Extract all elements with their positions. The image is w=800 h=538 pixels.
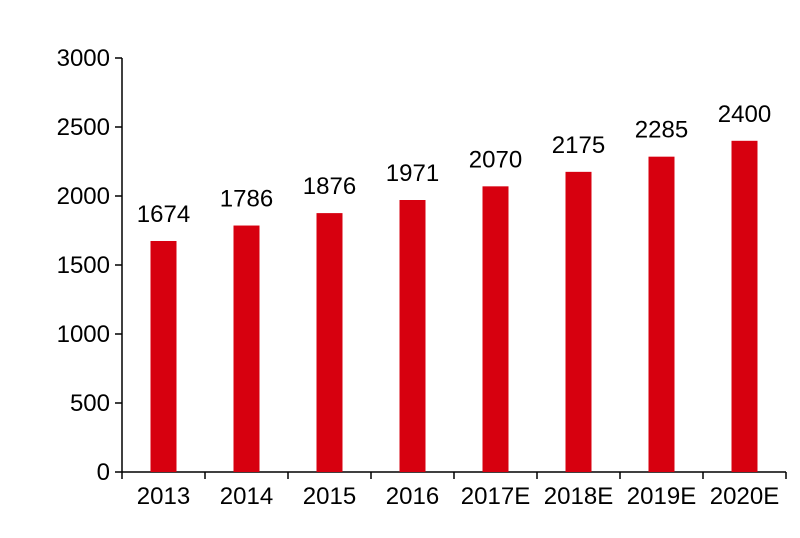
- bar-2018E: [565, 171, 592, 472]
- y-tick-label: 500: [70, 390, 110, 417]
- data-label-2019E: 2285: [635, 117, 688, 144]
- bar-2013: [150, 240, 177, 472]
- data-label-2013: 1674: [137, 201, 190, 228]
- y-axis: 0 500 1000 1500 2000 2500 3000: [57, 45, 123, 486]
- data-label-2014: 1786: [220, 186, 273, 213]
- data-labels: 1674 1786 1876 1971 2070 2175 2285 2400: [137, 101, 771, 228]
- x-axis: 2013 2014 2015 2016 2017E 2018E 2019E 2020E: [121, 471, 787, 510]
- y-tick-label: 0: [97, 459, 110, 486]
- bar-2015: [316, 213, 343, 472]
- x-tick-label-2014: 2014: [220, 483, 273, 510]
- bar-2014: [233, 225, 260, 472]
- y-tick-label: 2500: [57, 114, 110, 141]
- data-label-2018E: 2175: [552, 132, 605, 159]
- x-tick-label-2015: 2015: [303, 483, 356, 510]
- x-tick-label-2016: 2016: [386, 483, 439, 510]
- x-tick-label-2013: 2013: [137, 483, 190, 510]
- x-tick-label-2019E: 2019E: [627, 483, 696, 510]
- bar-2016: [399, 200, 426, 472]
- data-label-2015: 1876: [303, 173, 356, 200]
- x-tick-label-2018E: 2018E: [544, 483, 613, 510]
- bar-2020E: [731, 140, 758, 473]
- x-tick-label-2020E: 2020E: [710, 483, 779, 510]
- data-label-2020E: 2400: [718, 101, 771, 128]
- data-label-2017E: 2070: [469, 146, 522, 173]
- x-tick-label-2017E: 2017E: [461, 483, 530, 510]
- y-tick-label: 2000: [57, 183, 110, 210]
- bar-2019E: [648, 156, 675, 473]
- bars: [150, 140, 758, 473]
- y-tick-label: 1500: [57, 252, 110, 279]
- y-tick-label: 1000: [57, 321, 110, 348]
- bar-2017E: [482, 186, 509, 472]
- y-tick-label: 3000: [57, 45, 110, 72]
- data-label-2016: 1971: [386, 160, 439, 187]
